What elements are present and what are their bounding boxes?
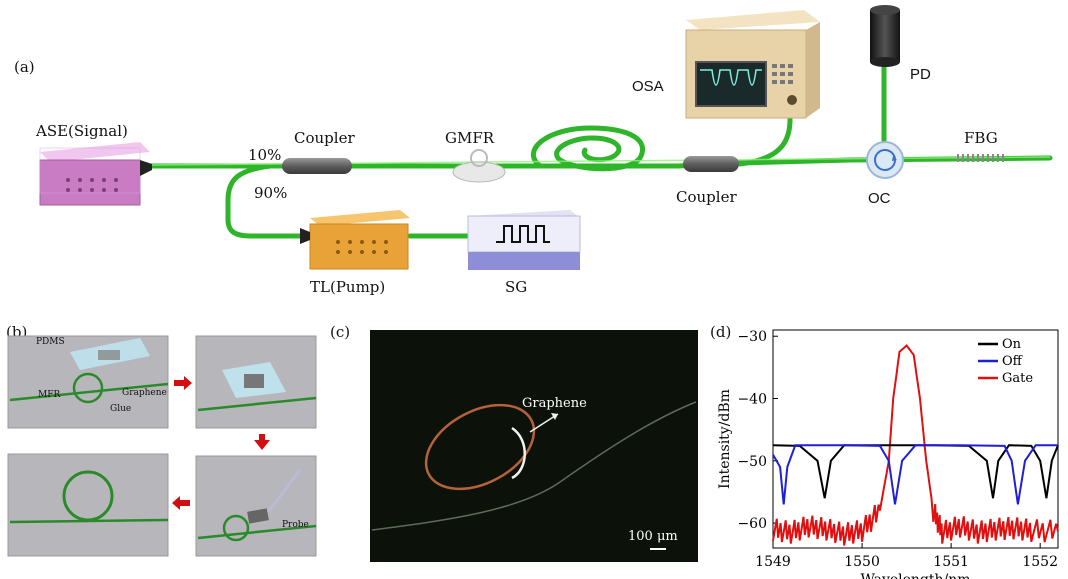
fiber-pump	[225, 163, 303, 239]
gmfr-element	[452, 149, 506, 183]
fab-step-4	[7, 453, 169, 557]
label-split-90: 90%	[254, 184, 288, 202]
label-coupler-2: Coupler	[676, 188, 737, 206]
series-off-line	[772, 444, 1058, 505]
panel-a-label: (a)	[14, 58, 35, 76]
x-axis-label: Wavelength/nm	[860, 572, 970, 579]
fiber-spool-outer	[531, 125, 645, 172]
fbg-grating	[957, 154, 1004, 162]
series-gate-line	[772, 344, 1059, 546]
y-tick-label: −40	[737, 392, 767, 408]
panel-d-label: (d)	[710, 323, 732, 341]
arrow-left-icon	[172, 496, 190, 510]
label-sg: SG	[505, 278, 528, 296]
arrow-right-icon	[174, 376, 192, 390]
x-tick-label: 1550	[844, 554, 880, 570]
arrow-down-icon	[254, 434, 270, 450]
oc-circulator	[866, 141, 904, 179]
sg-generator	[467, 210, 581, 270]
label-fbg: FBG	[964, 129, 998, 147]
ase-source	[39, 142, 152, 206]
fab-step-1	[7, 335, 169, 429]
legend-label-off: Off	[1002, 354, 1024, 369]
pd-detector	[870, 5, 900, 67]
fab-step-3	[195, 455, 317, 557]
fab-step-2	[195, 335, 317, 429]
fiber-osa	[737, 97, 793, 167]
label-osa: OSA	[632, 78, 664, 95]
x-tick-label: 1552	[1022, 554, 1058, 570]
coupler-1	[282, 158, 352, 174]
label-oc: OC	[868, 190, 891, 207]
label-pdms: PDMS	[36, 337, 65, 347]
label-tl: TL(Pump)	[310, 278, 386, 296]
label-gmfr: GMFR	[445, 129, 495, 147]
label-probe: Probe	[282, 520, 309, 530]
osa-instrument	[685, 10, 820, 119]
label-micro-graphene: Graphene	[522, 396, 587, 411]
x-tick-label: 1549	[755, 554, 791, 570]
legend-label-gate: Gate	[1002, 371, 1033, 386]
y-tick-label: −30	[737, 329, 767, 345]
label-mfr: MFR	[38, 390, 61, 400]
y-tick-label: −60	[737, 516, 767, 532]
label-pd: PD	[910, 66, 931, 83]
label-coupler-1: Coupler	[294, 129, 355, 147]
y-tick-label: −50	[737, 454, 767, 470]
coupler-2	[683, 156, 739, 172]
panel-c-label: (c)	[330, 323, 351, 341]
tl-pump-source	[300, 210, 410, 270]
label-scale-bar: 100 μm	[628, 529, 678, 544]
y-axis-label: Intensity/dBm	[717, 389, 733, 489]
legend-label-on: On	[1002, 337, 1022, 352]
label-ase: ASE(Signal)	[36, 122, 128, 140]
plot-frame	[772, 329, 1059, 549]
label-fab-graphene: Graphene	[122, 388, 167, 398]
x-tick-label: 1551	[933, 554, 969, 570]
label-glue: Glue	[110, 404, 132, 414]
label-split-10: 10%	[248, 146, 282, 164]
